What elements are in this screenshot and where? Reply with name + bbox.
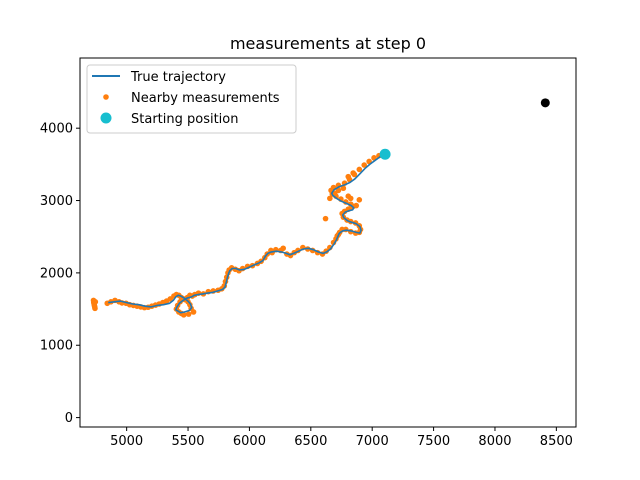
measurement-point [92, 305, 98, 312]
target-point [540, 98, 550, 108]
measurement-point [356, 197, 363, 203]
y-tick-label: 2000 [40, 266, 73, 281]
y-tick-label: 3000 [40, 194, 73, 209]
measurement-point [190, 309, 197, 315]
plot-frame [79, 57, 577, 428]
legend-start-label: Starting position [131, 112, 239, 127]
x-tick-label: 8500 [540, 434, 573, 449]
x-tick-label: 8000 [478, 434, 511, 449]
legend-measurements-swatch [103, 94, 109, 100]
measurement-point [322, 215, 329, 222]
legend-measurements-label: Nearby measurements [131, 91, 280, 106]
chart-marks [90, 98, 550, 318]
y-tick-label: 0 [65, 411, 73, 426]
trajectory-line [108, 153, 385, 314]
y-axis: 0 1000 2000 3000 4000 [40, 122, 80, 426]
measurement-point [335, 187, 342, 194]
legend-start-swatch [100, 112, 112, 124]
measurement-point [361, 162, 368, 168]
y-tick-label: 4000 [40, 122, 73, 137]
legend-trajectory-label: True trajectory [130, 70, 226, 85]
measurement-point [92, 299, 99, 305]
x-tick-label: 5500 [171, 434, 204, 449]
measurement-point [345, 173, 352, 180]
measurement-point [340, 185, 347, 192]
measurement-point [280, 245, 286, 252]
x-tick-label: 6500 [294, 434, 327, 449]
x-tick-label: 7500 [417, 434, 450, 449]
y-tick-label: 1000 [40, 339, 73, 354]
x-tick-label: 5000 [110, 434, 143, 449]
measurement-point [350, 170, 356, 176]
measurement-point [353, 202, 360, 209]
x-axis: 5000 5500 6000 6500 7000 7500 8000 8500 [110, 427, 573, 449]
starting-position-point [379, 148, 391, 160]
x-tick-label: 6000 [233, 434, 266, 449]
measurement-point [327, 195, 333, 202]
measurement-point [347, 195, 354, 202]
x-tick-label: 7000 [356, 434, 389, 449]
legend-box [86, 64, 297, 134]
measurement-point [185, 311, 192, 317]
legend: True trajectory Nearby measurements Star… [86, 64, 297, 134]
chart-title: measurements at step 0 [230, 34, 426, 53]
measurement-point [356, 166, 363, 173]
